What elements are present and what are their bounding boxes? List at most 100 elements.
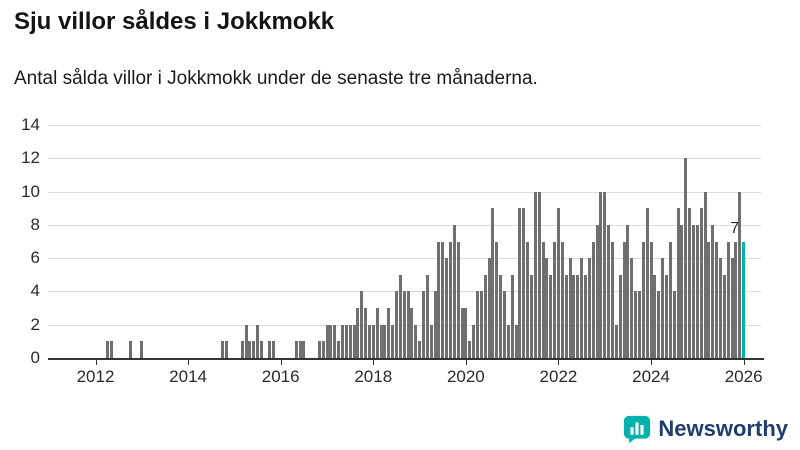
bar <box>599 191 603 358</box>
bar <box>495 241 499 358</box>
bar <box>661 258 665 358</box>
bar <box>653 274 657 358</box>
gridline <box>48 224 761 226</box>
x-tick-label: 2018 <box>354 367 393 386</box>
bar <box>479 291 483 358</box>
x-tick-label: 2020 <box>446 367 485 386</box>
bar <box>456 241 460 358</box>
bar <box>321 341 325 358</box>
bar <box>271 341 275 358</box>
bar <box>356 308 360 358</box>
x-tick-label: 2024 <box>632 367 670 386</box>
bar <box>452 224 456 358</box>
bar <box>734 241 738 358</box>
bar <box>244 324 248 358</box>
bar <box>545 258 549 358</box>
bar <box>626 224 630 358</box>
bar <box>568 258 572 358</box>
bar <box>329 324 333 358</box>
bar <box>476 291 479 358</box>
bar <box>514 324 518 358</box>
bar <box>422 291 425 358</box>
x-axis-tick <box>465 360 467 365</box>
bar <box>364 308 368 358</box>
bar <box>140 341 144 358</box>
bar <box>665 274 669 358</box>
gridline <box>48 125 761 126</box>
bar <box>225 341 229 358</box>
gridline <box>48 191 761 193</box>
bar <box>109 341 113 358</box>
x-tick-label: 2012 <box>76 367 115 386</box>
bar <box>259 341 263 358</box>
newsworthy-wordmark: Newsworthy <box>658 416 788 441</box>
logo-bar-3 <box>640 425 644 435</box>
bar <box>526 241 530 358</box>
bar <box>587 258 591 358</box>
x-axis-tick <box>280 360 282 365</box>
bar <box>499 274 503 358</box>
bar <box>595 224 599 358</box>
bar <box>406 291 410 358</box>
gridline <box>48 158 761 160</box>
bar <box>572 274 576 358</box>
bar <box>360 291 364 358</box>
x-axis-tick <box>558 360 560 365</box>
bar <box>711 224 715 358</box>
bar <box>607 224 611 358</box>
bar <box>379 324 383 358</box>
bar <box>433 291 437 358</box>
bar <box>614 324 618 358</box>
bar <box>352 324 356 358</box>
y-tick-label: 8 <box>30 214 40 234</box>
bar <box>715 241 719 358</box>
bar <box>383 324 387 358</box>
bar <box>668 241 672 358</box>
bar <box>649 241 653 358</box>
bar <box>348 324 352 358</box>
bar <box>340 324 344 358</box>
bar <box>333 324 337 358</box>
bar <box>344 324 348 358</box>
bar <box>464 308 468 358</box>
bar <box>730 258 734 358</box>
bar <box>692 224 696 358</box>
bar <box>530 274 534 358</box>
bar <box>738 191 742 358</box>
newsworthy-brand[interactable]: Newsworthy <box>623 415 788 443</box>
bar <box>557 208 561 358</box>
bar <box>128 341 132 358</box>
bar <box>460 308 464 358</box>
bar <box>221 341 225 358</box>
bar <box>302 341 306 358</box>
bar <box>483 274 487 358</box>
bar <box>510 274 514 358</box>
y-tick-label: 12 <box>21 148 40 168</box>
bar <box>298 341 302 358</box>
bar <box>580 258 584 358</box>
bar <box>252 341 256 358</box>
bar <box>449 241 452 358</box>
bar <box>622 241 626 358</box>
bar <box>584 274 588 358</box>
y-tick-label: 10 <box>21 181 40 201</box>
x-axis-tick <box>188 360 190 365</box>
bar <box>491 208 495 358</box>
bar <box>503 291 507 358</box>
bar <box>418 341 422 358</box>
bar <box>398 274 402 358</box>
bar <box>105 341 109 358</box>
logo-bar-1 <box>630 427 634 435</box>
bar <box>410 308 414 358</box>
bar <box>603 191 607 358</box>
bar <box>672 291 676 358</box>
bar <box>375 308 379 358</box>
x-tick-label: 2014 <box>169 367 208 386</box>
bar <box>371 324 375 358</box>
chart-subtitle: Antal sålda villor i Jokkmokk under de s… <box>14 68 538 89</box>
bar <box>294 341 298 358</box>
gridline <box>48 258 761 260</box>
bar <box>611 241 615 358</box>
last-value-label: 7 <box>730 219 740 237</box>
